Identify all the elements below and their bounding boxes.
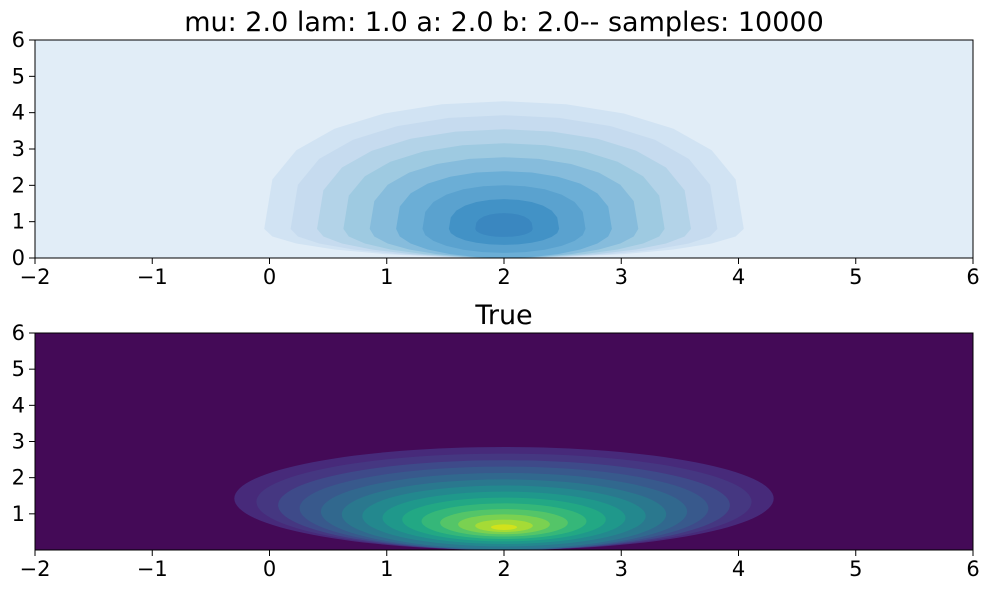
y-tick-label: 5: [12, 64, 25, 88]
x-tick-label: 6: [966, 265, 979, 289]
y-tick-label: 0: [12, 246, 25, 270]
y-tick-label: 3: [12, 430, 25, 454]
x-tick-label: 4: [732, 265, 745, 289]
x-tick-label: −1: [137, 265, 168, 289]
x-tick-label: 0: [263, 265, 276, 289]
x-tick-label: 3: [615, 557, 628, 581]
y-tick-label: 6: [12, 321, 25, 345]
x-tick-label: −2: [20, 265, 51, 289]
y-tick-label: 5: [12, 357, 25, 381]
y-tick-label: 2: [12, 173, 25, 197]
y-tick-label: 4: [12, 393, 25, 417]
bottom-chart-title: True: [474, 300, 532, 331]
x-tick-label: 0: [263, 557, 276, 581]
x-tick-label: −2: [20, 557, 51, 581]
x-tick-label: 3: [615, 265, 628, 289]
x-tick-label: 4: [732, 557, 745, 581]
top-y-axis: 0 1 2 3 4 5 6: [12, 28, 35, 270]
x-tick-label: 1: [380, 557, 393, 581]
x-tick-label: 1: [380, 265, 393, 289]
x-tick-label: 5: [849, 557, 862, 581]
top-contours: [264, 101, 744, 258]
top-chart: mu: 2.0 lam: 1.0 a: 2.0 b: 2.0-- samples…: [12, 7, 980, 289]
y-tick-label: 3: [12, 137, 25, 161]
contour-band: [475, 213, 533, 237]
top-chart-title: mu: 2.0 lam: 1.0 a: 2.0 b: 2.0-- samples…: [184, 7, 824, 38]
y-tick-label: 6: [12, 28, 25, 52]
x-tick-label: 6: [966, 557, 979, 581]
x-tick-label: 5: [849, 265, 862, 289]
y-tick-label: 4: [12, 101, 25, 125]
bottom-y-axis: 1 2 3 4 5 6: [12, 321, 35, 526]
bottom-x-axis: −2 −1 0 1 2 3 4 5 6: [20, 550, 980, 581]
bottom-chart: True −2 −1 0 1 2 3 4 5 6 1 2 3 4 5 6: [12, 300, 980, 581]
y-tick-label: 1: [12, 502, 25, 526]
y-tick-label: 1: [12, 210, 25, 234]
x-tick-label: 2: [497, 265, 510, 289]
top-x-axis: −2 −1 0 1 2 3 4 5 6: [20, 258, 980, 289]
contour-band: [491, 524, 517, 530]
y-tick-label: 2: [12, 466, 25, 490]
x-tick-label: 2: [497, 557, 510, 581]
bottom-contours: [234, 447, 774, 550]
x-tick-label: −1: [137, 557, 168, 581]
